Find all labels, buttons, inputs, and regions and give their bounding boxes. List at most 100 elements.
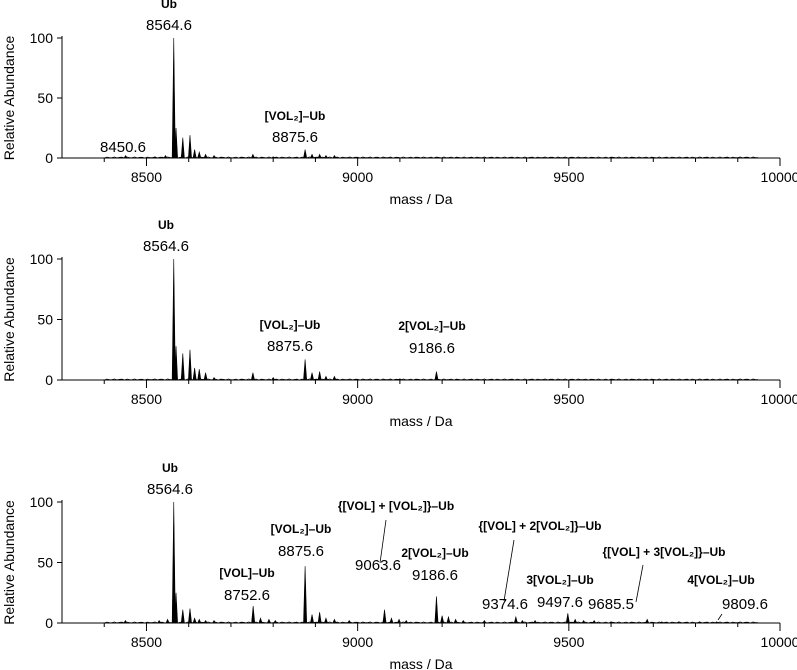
spectrum-peak [513,615,518,624]
y-tick-label: 0 [45,372,53,388]
peak-mass-label: 9063.6 [355,557,401,574]
spectrum-peak [317,371,322,381]
spectrum-peak [310,614,314,624]
spectrum-panel-2: 0 50 100 8500 9000 9500 10000 mass / Da Relative… [1,218,797,429]
spectrum-peak [271,377,276,381]
spectrum-peak [303,359,308,381]
peak-mass-label: 8450.6 [100,139,146,156]
baseline-noise [103,156,758,159]
y-tick-label: 50 [37,555,53,571]
spectrum-peak [192,617,197,624]
spectrum-peak [309,153,315,159]
x-tick-label: 9500 [553,169,584,185]
peak-assignment-label: [VOL₂]–Ub [271,522,332,536]
peak-mass-label: 9685.5 [588,596,634,613]
spectrum-peak [180,137,185,159]
spectrum-peak [192,149,197,159]
spectrum-peak [171,501,176,624]
spectrum-peak [532,620,538,624]
spectrum-peak [303,566,308,624]
y-tick-label: 0 [45,615,53,631]
spectrum-peak [203,372,208,381]
spectrum-peak [270,156,276,159]
spectrum-peak [453,618,458,624]
spectrum-peak [250,153,255,159]
spectrum-peak [317,612,322,624]
spectrum-peak [188,349,192,381]
y-tick-label: 0 [45,150,53,166]
x-tick-label: 9000 [342,391,373,407]
spectrum-peak [697,621,703,624]
y-tick-label: 100 [30,494,54,510]
peak-mass-label: 8875.6 [278,543,324,560]
peak-assignment-label: {[VOL] + 2[VOL₂]}–Ub [478,519,601,533]
spectrum-peak [565,613,570,624]
x-tick-label: 10000 [761,169,797,185]
spectrum-peak [203,153,208,159]
spectrum-peak [197,150,202,159]
spectrum-peak [347,620,352,624]
peak-assignment-label: [VOL₂]–Ub [260,318,321,332]
spectrum-peak [211,620,217,624]
y-tick-label: 100 [30,251,54,267]
peak-mass-label: 9374.6 [482,596,528,613]
peak-mass-label: 8752.6 [224,587,270,604]
peak-assignment-label: {[VOL] + 3[VOL₂]}–Ub [602,545,725,559]
x-tick-label: 8500 [131,391,162,407]
spectrum-peak [396,618,402,624]
spectrum-peak [397,378,403,381]
spectrum-peak [382,609,387,624]
peak-mass-label: 8564.6 [146,17,192,34]
spectrum-peak [165,618,170,624]
spectrum-peak [714,621,720,624]
spectrum-peak [461,620,466,624]
spectrum-panel-1: 0 50 100 8500 9000 9500 10000 mass / Da Relative… [1,0,797,207]
spectrum-peak [180,353,185,381]
annotation-leader-line [635,564,644,603]
spectrum-peak [434,596,439,624]
spectrum-peak [608,621,614,624]
peak-assignment-label: [VOL₂]–Ub [265,109,326,123]
spectrum-peak [123,620,128,624]
spectrum-peak [251,606,256,624]
spectrum-peak [482,620,487,624]
peak-mass-label: 9186.6 [412,567,458,584]
spectrum-peak [174,592,178,624]
x-axis-label: mass / Da [389,656,452,670]
peak-assignment-label: {[VOL] + [VOL₂]}–Ub [338,499,454,513]
peak-assignment-label: [VOL]–Ub [219,566,274,580]
spectrum-peak [659,621,665,624]
spectrum-peak [197,369,202,381]
y-tick-label: 50 [37,90,53,106]
spectrum-peak [152,156,158,159]
x-tick-label: 9000 [342,169,373,185]
spectrum-panel-3: 0 50 100 8500 9000 9500 10000 mass / Da Relative… [1,461,797,670]
annotation-leader-line [379,519,387,564]
spectrum-peak [258,617,263,624]
spectrum-peak [156,620,162,624]
peak-assignment-label: Ub [158,218,174,232]
peak-assignment-label: 4[VOL₂]–Ub [687,573,754,587]
y-tick-label: 50 [37,312,53,328]
spectrum-peak [323,375,329,381]
spectrum-peak [404,620,409,624]
peak-assignment-label: 2[VOL₂]–Ub [401,546,468,560]
spectrum-peak [676,621,682,624]
spectrum-peak [174,346,178,381]
spectrum-peak [332,155,337,159]
peak-mass-label: 8564.6 [147,481,193,498]
peak-assignment-label: Ub [162,461,178,475]
spectrum-peak [645,618,650,624]
peak-mass-label: 8875.6 [267,338,313,355]
spectrum-peak [434,371,439,381]
x-tick-label: 8500 [131,634,162,650]
peak-mass-label: 8564.6 [143,238,189,255]
x-axis-label: mass / Da [389,191,452,207]
y-axis-label: Relative Abundance [1,257,17,382]
spectrum-peak [171,37,176,159]
spectrum-peak [581,620,586,624]
spectrum-peak [197,618,202,624]
peak-assignment-label: 3[VOL₂]–Ub [526,573,593,587]
spectrum-peak [192,367,197,381]
spectrum-peak [171,258,176,381]
